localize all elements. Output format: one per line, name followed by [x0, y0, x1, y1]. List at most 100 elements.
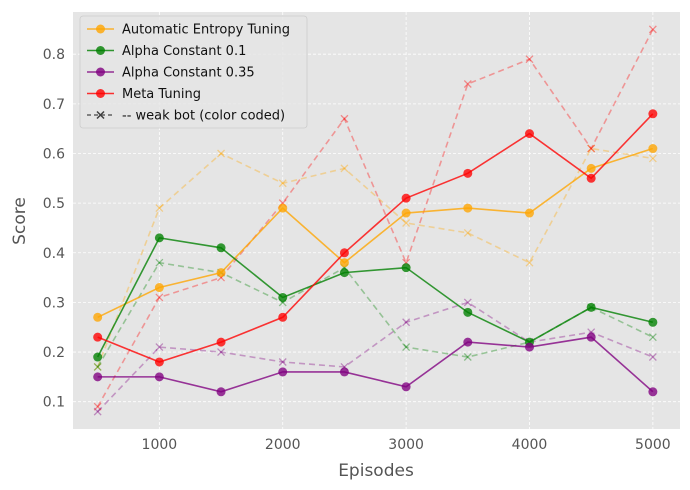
data-point: [586, 173, 596, 183]
legend-item: -- weak bot (color coded): [87, 109, 285, 124]
data-point: [524, 342, 534, 352]
data-point: [217, 348, 226, 357]
data-point: [216, 337, 226, 347]
data-point: [524, 129, 534, 139]
data-point: [587, 144, 596, 153]
data-point: [278, 179, 287, 188]
data-point: [402, 318, 411, 327]
data-point: [93, 372, 103, 382]
data-point: [648, 109, 658, 119]
data-point: [586, 332, 596, 342]
data-point: [278, 203, 288, 213]
data-point: [401, 208, 411, 218]
data-point: [278, 312, 288, 322]
series-automatic-entropy-tuning: [93, 144, 658, 322]
data-point: [525, 258, 534, 267]
y-tick-label: 0.8: [43, 47, 65, 63]
data-point: [339, 258, 349, 268]
data-point: [401, 193, 411, 203]
data-point: [463, 80, 472, 88]
data-point: [648, 353, 657, 361]
data-point: [648, 317, 658, 327]
data-point: [216, 387, 226, 397]
data-point: [155, 258, 164, 267]
data-point: [524, 208, 534, 218]
x-tick-label: 2000: [265, 437, 301, 453]
data-point: [278, 367, 288, 377]
data-point: [648, 25, 657, 34]
y-tick-label: 0.5: [43, 196, 65, 212]
data-point: [463, 353, 472, 361]
data-point: [587, 144, 596, 153]
data-point: [93, 407, 102, 416]
data-point: [93, 332, 103, 342]
x-tick-label: 4000: [512, 437, 548, 453]
data-point: [93, 402, 102, 411]
data-point: [154, 233, 164, 243]
data-point: [401, 263, 411, 273]
data-point: [278, 358, 287, 366]
data-point: [463, 307, 473, 317]
data-point: [648, 333, 657, 342]
data-point: [216, 268, 226, 278]
data-point: [339, 268, 349, 278]
legend-label: Alpha Constant 0.1: [122, 44, 246, 59]
data-point: [278, 292, 288, 302]
series-meta-tuning: [93, 109, 658, 367]
data-point: [93, 352, 103, 362]
legend-item: Meta Tuning: [87, 87, 201, 102]
series-line: [97, 147, 654, 319]
data-point: [154, 372, 164, 382]
data-point: [463, 337, 473, 347]
data-point: [154, 357, 164, 367]
data-point: [648, 154, 657, 163]
data-point: [340, 114, 349, 123]
data-point: [154, 283, 164, 293]
legend-label: Automatic Entropy Tuning: [122, 23, 290, 38]
data-point: [339, 248, 349, 258]
series-line: [97, 113, 654, 363]
x-tick-label: 1000: [142, 437, 178, 453]
x-axis-label: Episodes: [338, 461, 414, 481]
tick-labels: 1000 2000 3000 4000 5000 0.1 0.2 0.3 0.4 0.5 0.6 0.…: [43, 47, 671, 453]
legend-item: Automatic Entropy Tuning: [87, 23, 290, 38]
legend: Automatic Entropy Tuning Alpha Constant 0…: [79, 15, 308, 129]
data-point: [401, 382, 411, 392]
series-line: [96, 147, 653, 368]
data-point: [93, 362, 102, 371]
data-point: [525, 55, 534, 64]
series-alpha-constant-0-1: [93, 233, 658, 362]
data-point: [648, 144, 658, 154]
series-line: [96, 236, 654, 358]
y-axis-label: Score: [10, 197, 30, 245]
y-tick-label: 0.6: [43, 146, 65, 162]
y-tick-label: 0.3: [43, 295, 65, 311]
data-point: [93, 312, 103, 322]
data-point: [93, 362, 102, 371]
series-line: [97, 301, 654, 413]
data-point: [155, 293, 164, 302]
legend-label: Alpha Constant 0.35: [122, 66, 255, 81]
data-point: [155, 204, 164, 213]
data-point: [463, 298, 472, 307]
legend-item: Alpha Constant 0.35: [87, 66, 255, 81]
data-point: [463, 228, 472, 237]
y-tick-label: 0.2: [43, 345, 65, 361]
legend-item: Alpha Constant 0.1: [87, 44, 246, 59]
data-point: [155, 343, 164, 352]
series-alpha-constant-0-35: [93, 332, 658, 397]
data-point: [402, 219, 411, 227]
legend-label: -- weak bot (color coded): [122, 109, 285, 124]
y-tick-label: 0.1: [43, 395, 65, 411]
data-point: [340, 164, 349, 173]
series-line: [97, 336, 654, 393]
data-point: [463, 203, 473, 213]
data-point: [217, 149, 226, 158]
legend-label: Meta Tuning: [122, 87, 201, 102]
data-point: [586, 163, 596, 173]
series-layer: [93, 25, 658, 416]
data-point: [463, 168, 473, 178]
y-tick-label: 0.7: [43, 97, 65, 113]
x-tick-label: 5000: [635, 437, 671, 453]
data-point: [402, 343, 411, 352]
